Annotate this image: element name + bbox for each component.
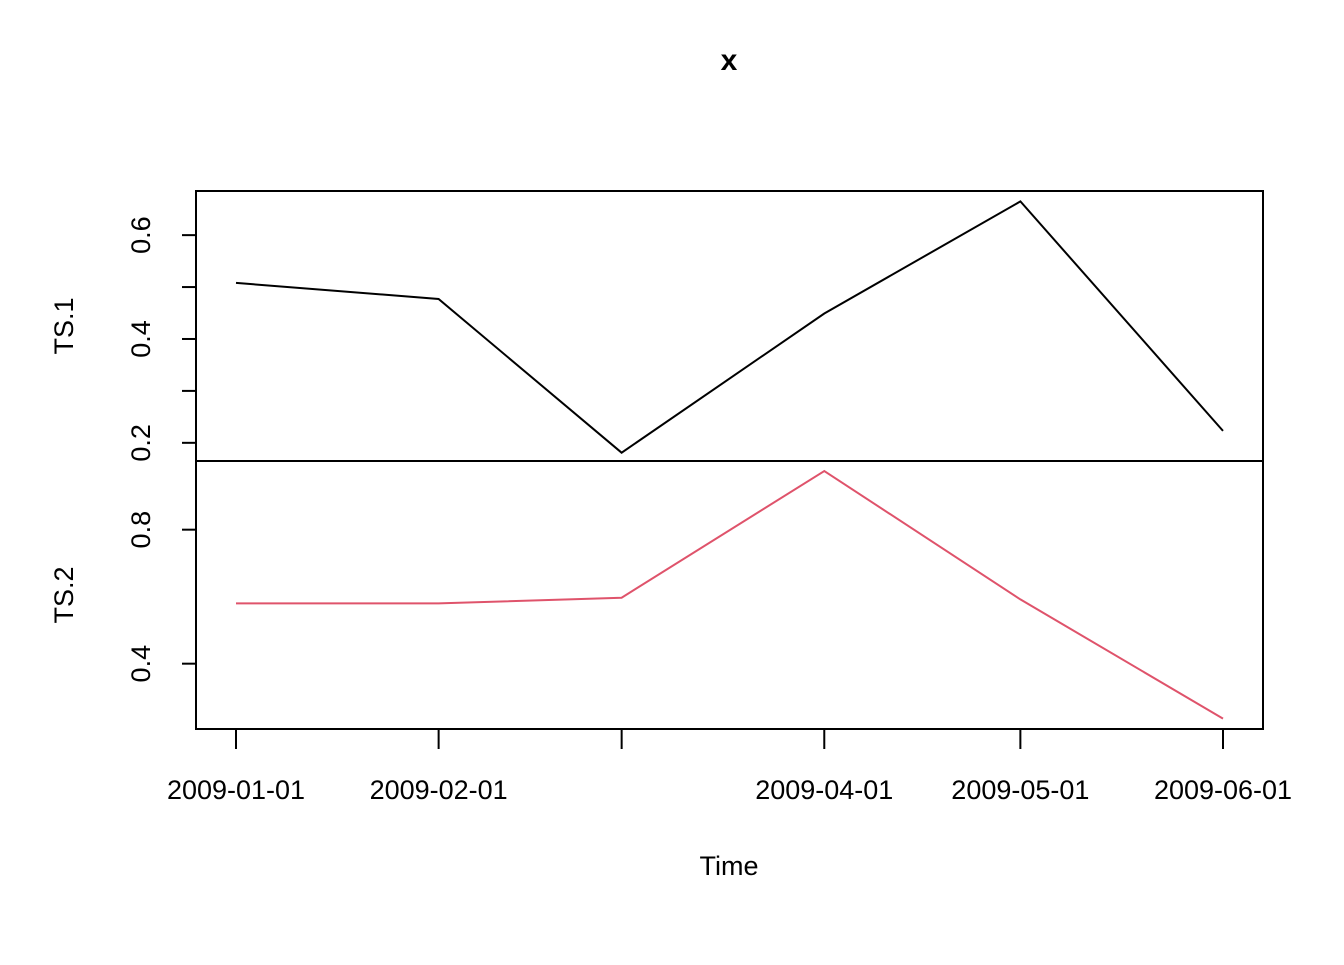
y-axis-label-panel-1: TS.1 xyxy=(49,297,79,354)
chart-marks: 0.2 0.4 0.6 0.4 0.8 2009-01-01 2009-02-01 2009-… xyxy=(126,190,1292,805)
y-axis-label-panel-2: TS.2 xyxy=(49,566,79,623)
y-tick-label-panel-2-1: 0.8 xyxy=(126,511,156,549)
x-tick-label-5: 2009-06-01 xyxy=(1154,775,1292,805)
chart-title: x xyxy=(721,44,738,77)
series-line-panel-2-0 xyxy=(236,469,1224,720)
x-tick-label-1: 2009-02-01 xyxy=(370,775,508,805)
y-tick-label-panel-1-0: 0.2 xyxy=(126,424,156,462)
y-tick-label-panel-2-0: 0.4 xyxy=(126,645,156,683)
y-tick-label-panel-1-2: 0.4 xyxy=(126,320,156,358)
x-tick-label-0: 2009-01-01 xyxy=(167,775,305,805)
y-tick-label-panel-1-4: 0.6 xyxy=(126,216,156,254)
x-tick-label-3: 2009-04-01 xyxy=(755,775,893,805)
x-axis-label: Time xyxy=(700,851,759,881)
x-tick-label-4: 2009-05-01 xyxy=(951,775,1089,805)
series-line-panel-1-0 xyxy=(235,200,1224,454)
